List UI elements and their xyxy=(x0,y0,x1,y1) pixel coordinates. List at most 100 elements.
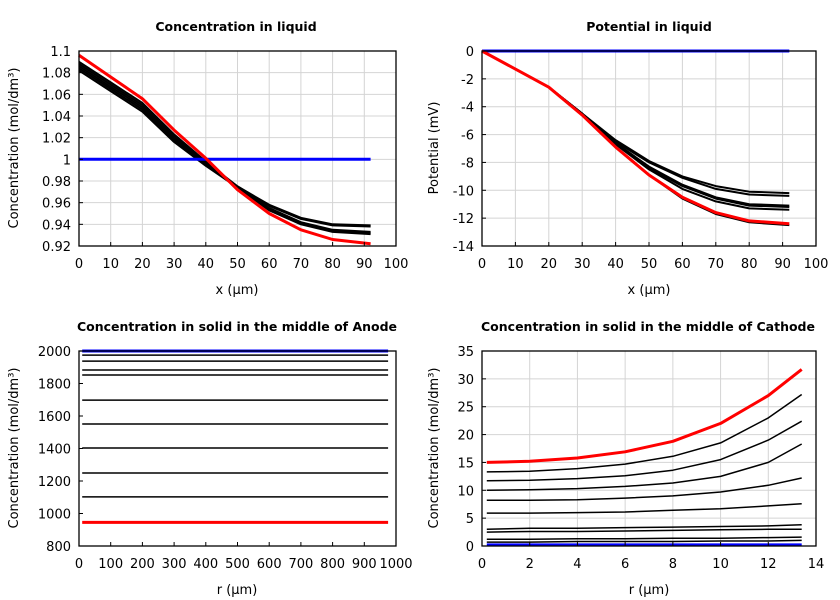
x-tick-label: 2 xyxy=(526,557,534,572)
y-tick-label: 30 xyxy=(457,373,474,388)
y-tick-label: 800 xyxy=(46,540,71,555)
series-line-black xyxy=(78,69,371,236)
y-tick-label: 1000 xyxy=(38,508,71,523)
x-tick-label: 6 xyxy=(621,557,629,572)
series-line-black xyxy=(486,502,802,514)
y-tick-label: -2 xyxy=(461,73,474,88)
y-tick-label: 35 xyxy=(457,345,474,360)
series-line-black xyxy=(486,443,803,492)
x-axis-label: r (µm) xyxy=(217,583,258,598)
x-tick-label: 60 xyxy=(674,257,691,272)
x-tick-label: 30 xyxy=(166,257,183,272)
plot-panel-1: 0 10 20 30 40 50 60 70 80 90 100 -14 -12 -10 -8 -6 -4 -2 0 xyxy=(453,45,829,272)
y-axis-label: Potential (mV) xyxy=(427,102,442,195)
plot-panel-0: 0 10 20 30 40 50 60 70 80 90 100 0.92 0.94 0.96 0.98 1 1… xyxy=(42,45,408,272)
y-axis-label: Concentration (mol/dm³) xyxy=(7,68,22,229)
x-tick-label: 70 xyxy=(708,257,725,272)
x-tick-label: 20 xyxy=(134,257,151,272)
series-line-red xyxy=(78,54,371,246)
y-tick-label: 1.02 xyxy=(42,132,71,147)
y-tick-label: 1400 xyxy=(38,443,71,458)
y-tick-label: 2000 xyxy=(38,345,71,360)
y-tick-label: 0 xyxy=(466,540,474,555)
x-tick-label: 1000 xyxy=(379,557,412,572)
x-tick-label: 200 xyxy=(130,557,155,572)
y-tick-label: 1600 xyxy=(38,410,71,425)
x-tick-label: 500 xyxy=(225,557,250,572)
x-axis-label: x (µm) xyxy=(628,283,671,298)
x-tick-label: 14 xyxy=(808,557,825,572)
x-tick-label: 10 xyxy=(507,257,524,272)
x-tick-label: 50 xyxy=(641,257,658,272)
x-tick-label: 400 xyxy=(193,557,218,572)
x-tick-label: 70 xyxy=(293,257,310,272)
y-tick-label: 20 xyxy=(457,429,474,444)
x-tick-label: 8 xyxy=(669,557,677,572)
series-line-black xyxy=(486,393,803,473)
x-tick-label: 30 xyxy=(574,257,591,272)
x-tick-label: 12 xyxy=(760,557,777,572)
y-tick-label: 0.98 xyxy=(42,175,71,190)
y-tick-label: -6 xyxy=(461,129,474,144)
y-tick-label: 0.96 xyxy=(42,197,71,212)
chart-title-anode-solid: Concentration in solid in the middle of … xyxy=(77,319,397,334)
series-line-black xyxy=(486,477,802,502)
x-tick-label: 0 xyxy=(75,557,83,572)
y-tick-label: 25 xyxy=(457,401,474,416)
x-tick-label: 90 xyxy=(356,257,373,272)
x-axis-label: x (µm) xyxy=(216,283,259,298)
x-tick-label: 10 xyxy=(102,257,119,272)
series-line-black xyxy=(481,50,790,207)
series-line-black xyxy=(486,539,802,543)
x-tick-label: 60 xyxy=(261,257,278,272)
y-tick-label: -14 xyxy=(453,240,474,255)
x-tick-label: 100 xyxy=(384,257,409,272)
x-tick-label: 20 xyxy=(541,257,558,272)
series-line-red xyxy=(486,368,803,464)
y-tick-label: 1800 xyxy=(38,378,71,393)
y-tick-label: 15 xyxy=(457,456,474,471)
y-tick-label: 1200 xyxy=(38,475,71,490)
x-tick-label: 100 xyxy=(98,557,123,572)
plot-frame xyxy=(481,350,817,547)
x-tick-label: 300 xyxy=(162,557,187,572)
series-line-black xyxy=(486,524,802,531)
x-tick-label: 90 xyxy=(774,257,791,272)
plot-panel-2: 0 100 200 300 400 500 600 700 800 900 100080010001… xyxy=(38,345,413,572)
x-tick-label: 10 xyxy=(712,557,729,572)
series-line-black xyxy=(486,528,802,533)
y-tick-label: -12 xyxy=(453,212,474,227)
x-tick-label: 40 xyxy=(607,257,624,272)
y-tick-label: 1.06 xyxy=(42,88,71,103)
series-line-red xyxy=(481,49,790,226)
y-tick-label: 0 xyxy=(466,45,474,60)
y-axis-label: Concentration (mol/dm³) xyxy=(427,368,442,529)
y-tick-label: 1.08 xyxy=(42,67,71,82)
y-tick-label: 0.92 xyxy=(42,240,71,255)
x-tick-label: 80 xyxy=(741,257,758,272)
x-tick-label: 50 xyxy=(229,257,246,272)
x-tick-label: 0 xyxy=(478,557,486,572)
y-tick-label: 1.1 xyxy=(50,45,71,60)
y-tick-label: 5 xyxy=(466,512,474,527)
x-axis-label: r (µm) xyxy=(629,583,670,598)
x-tick-label: 40 xyxy=(198,257,215,272)
x-tick-label: 900 xyxy=(352,557,377,572)
y-tick-label: 1 xyxy=(63,153,71,168)
x-tick-label: 100 xyxy=(804,257,829,272)
chart-title-liquid-potential: Potential in liquid xyxy=(586,19,712,34)
y-tick-label: 10 xyxy=(457,484,474,499)
x-tick-label: 700 xyxy=(288,557,313,572)
x-tick-label: 800 xyxy=(320,557,345,572)
y-tick-label: -10 xyxy=(453,184,474,199)
series-line-black xyxy=(78,63,371,228)
x-tick-label: 4 xyxy=(573,557,581,572)
series-line-black xyxy=(486,536,802,541)
y-tick-label: 1.04 xyxy=(42,110,71,125)
x-tick-label: 600 xyxy=(257,557,282,572)
series-line-black xyxy=(481,50,790,195)
y-tick-label: -4 xyxy=(461,101,474,116)
x-tick-label: 80 xyxy=(324,257,341,272)
plot-panel-3: 0 2 4 6 8 10 12 14 0 5 10 15 20 25 30 35 xyxy=(457,345,824,572)
